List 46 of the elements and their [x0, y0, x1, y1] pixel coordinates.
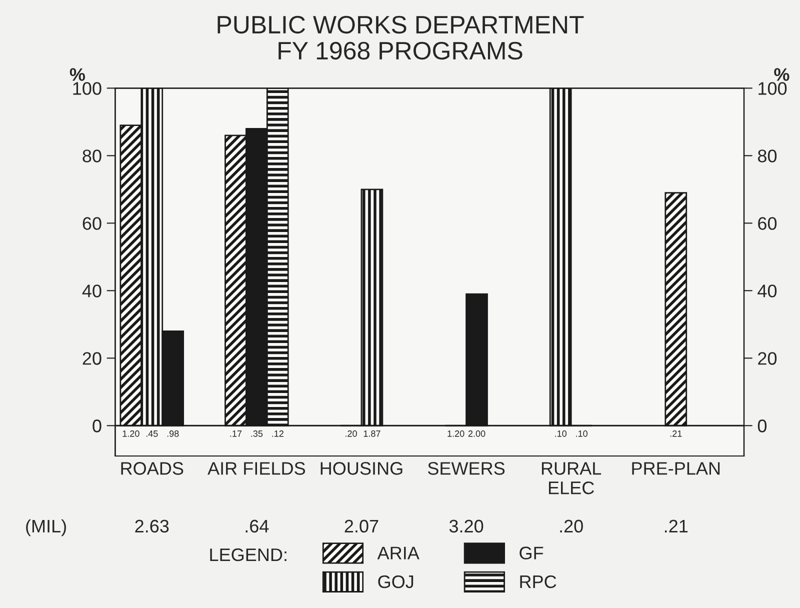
annotation: .45	[146, 430, 158, 437]
annotation: .35	[251, 430, 263, 437]
annotation: .20	[346, 430, 357, 437]
annotation: .10	[555, 430, 567, 437]
y-tick-label: 40	[82, 284, 102, 298]
y-tick-label: 0	[92, 420, 102, 432]
annotation: 1.20	[448, 430, 464, 437]
text: (MIL)	[26, 519, 66, 536]
x-tick-label: AIR FIELDS	[208, 462, 306, 475]
annotation: .98	[167, 430, 179, 437]
y-tick-label: 60	[82, 217, 102, 230]
y2-tick-label: 20	[758, 352, 777, 365]
text: 3.20	[449, 520, 484, 533]
x-tick-label: HOUSING	[320, 462, 402, 475]
text: .64	[246, 520, 269, 533]
y2-tick-label: 0	[758, 420, 767, 432]
y-axis-title: %	[70, 68, 86, 81]
y-tick-label: 20	[82, 352, 102, 365]
legend-label: RPC	[520, 575, 556, 588]
y2-tick-label: 40	[758, 284, 777, 298]
annotation: .10	[576, 430, 588, 437]
annotation: .12	[272, 430, 284, 437]
annotation: 1.87	[364, 430, 380, 437]
y-tick-label: 100	[73, 82, 102, 95]
x-tick-label: RURAL ELEC	[542, 462, 602, 494]
annotation: .21	[670, 430, 682, 437]
annotation: .17	[230, 430, 242, 437]
legend-label: ARIA	[377, 546, 420, 560]
chart-title: PUBLIC WORKS DEPARTMENT FY 1968 PROGRAMS	[218, 16, 584, 60]
text: .20	[560, 520, 583, 533]
annotation: 1.20	[122, 430, 140, 437]
y2-tick-label: 100	[758, 82, 787, 95]
y-tick-label: 80	[82, 150, 102, 162]
annotation: 2.00	[468, 430, 486, 437]
legend-label: GF	[520, 546, 544, 560]
text: 2.63	[135, 520, 169, 533]
legend-title: LEGEND:	[210, 548, 286, 562]
x-tick-label: ROADS	[121, 462, 184, 475]
text: .21	[664, 520, 688, 532]
y2-axis-title: %	[774, 68, 790, 81]
text: 2.07	[344, 520, 378, 533]
legend-label: GOJ	[378, 575, 414, 588]
x-tick-label: PRE-PLAN	[632, 462, 720, 475]
y2-tick-label: 80	[758, 150, 777, 162]
x-tick-label: SEWERS	[428, 462, 505, 475]
y2-tick-label: 60	[758, 217, 777, 230]
